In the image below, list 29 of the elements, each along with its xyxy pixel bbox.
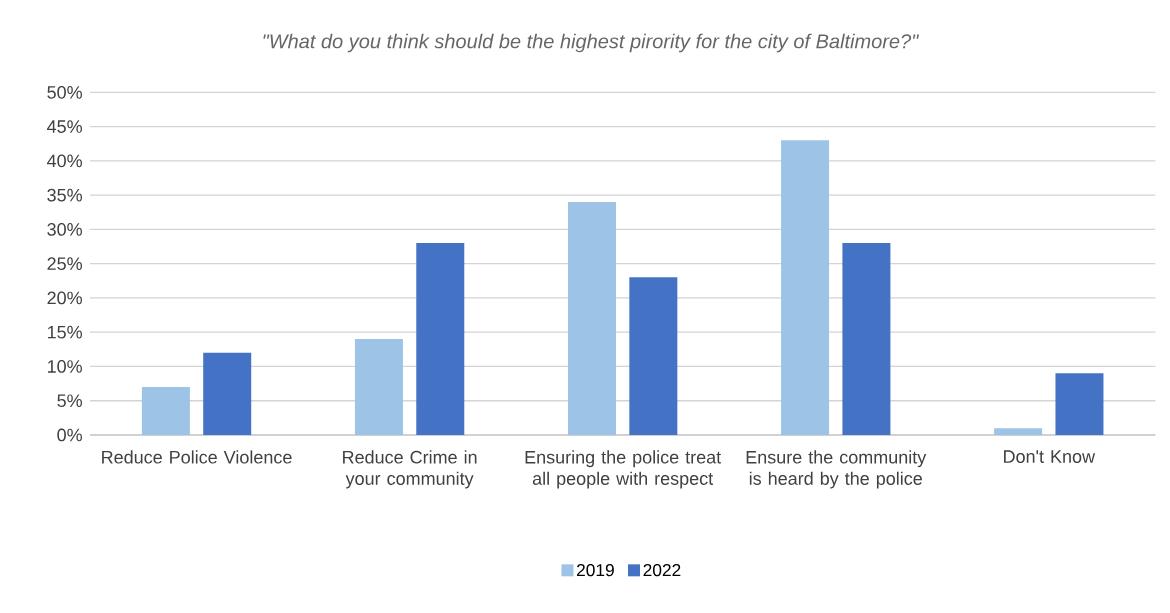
bar (842, 243, 891, 435)
y-tick-label: 35% (47, 188, 82, 202)
x-tick-label: Ensuring the police treat all people with respect (525, 450, 722, 489)
bar (1055, 373, 1104, 435)
y-tick-label: 30% (47, 223, 82, 236)
y-tick-label: 50% (47, 85, 82, 99)
y-tick-label: 45% (47, 120, 82, 133)
chart-title: "What do you think should be the highest pirority for the city of Baltimore?" (263, 33, 920, 53)
x-tick-label: Reduce Police Violence (102, 450, 292, 464)
bar (994, 428, 1043, 435)
bar (141, 387, 190, 435)
y-tick-label: 5% (57, 394, 82, 408)
y-tick-label: 40% (47, 154, 82, 168)
bar (416, 243, 465, 435)
bar (354, 339, 403, 435)
x-tick-label: Don't Know (1004, 450, 1096, 463)
y-tick-label: 0% (57, 428, 82, 442)
x-tick-label: Reduce Crime in your community (343, 450, 477, 489)
x-tick-label: Ensure the community is heard by the police (746, 450, 927, 489)
bar (203, 352, 252, 435)
y-tick-label: 10% (47, 360, 82, 373)
y-tick-label: 20% (47, 291, 82, 305)
y-tick-label: 15% (47, 325, 82, 339)
bar (629, 277, 678, 435)
legend-label: 2022 (643, 563, 681, 577)
y-tick-label: 25% (47, 257, 82, 271)
bar (781, 140, 830, 435)
bar (568, 201, 617, 435)
legend-label: 2019 (576, 563, 614, 577)
